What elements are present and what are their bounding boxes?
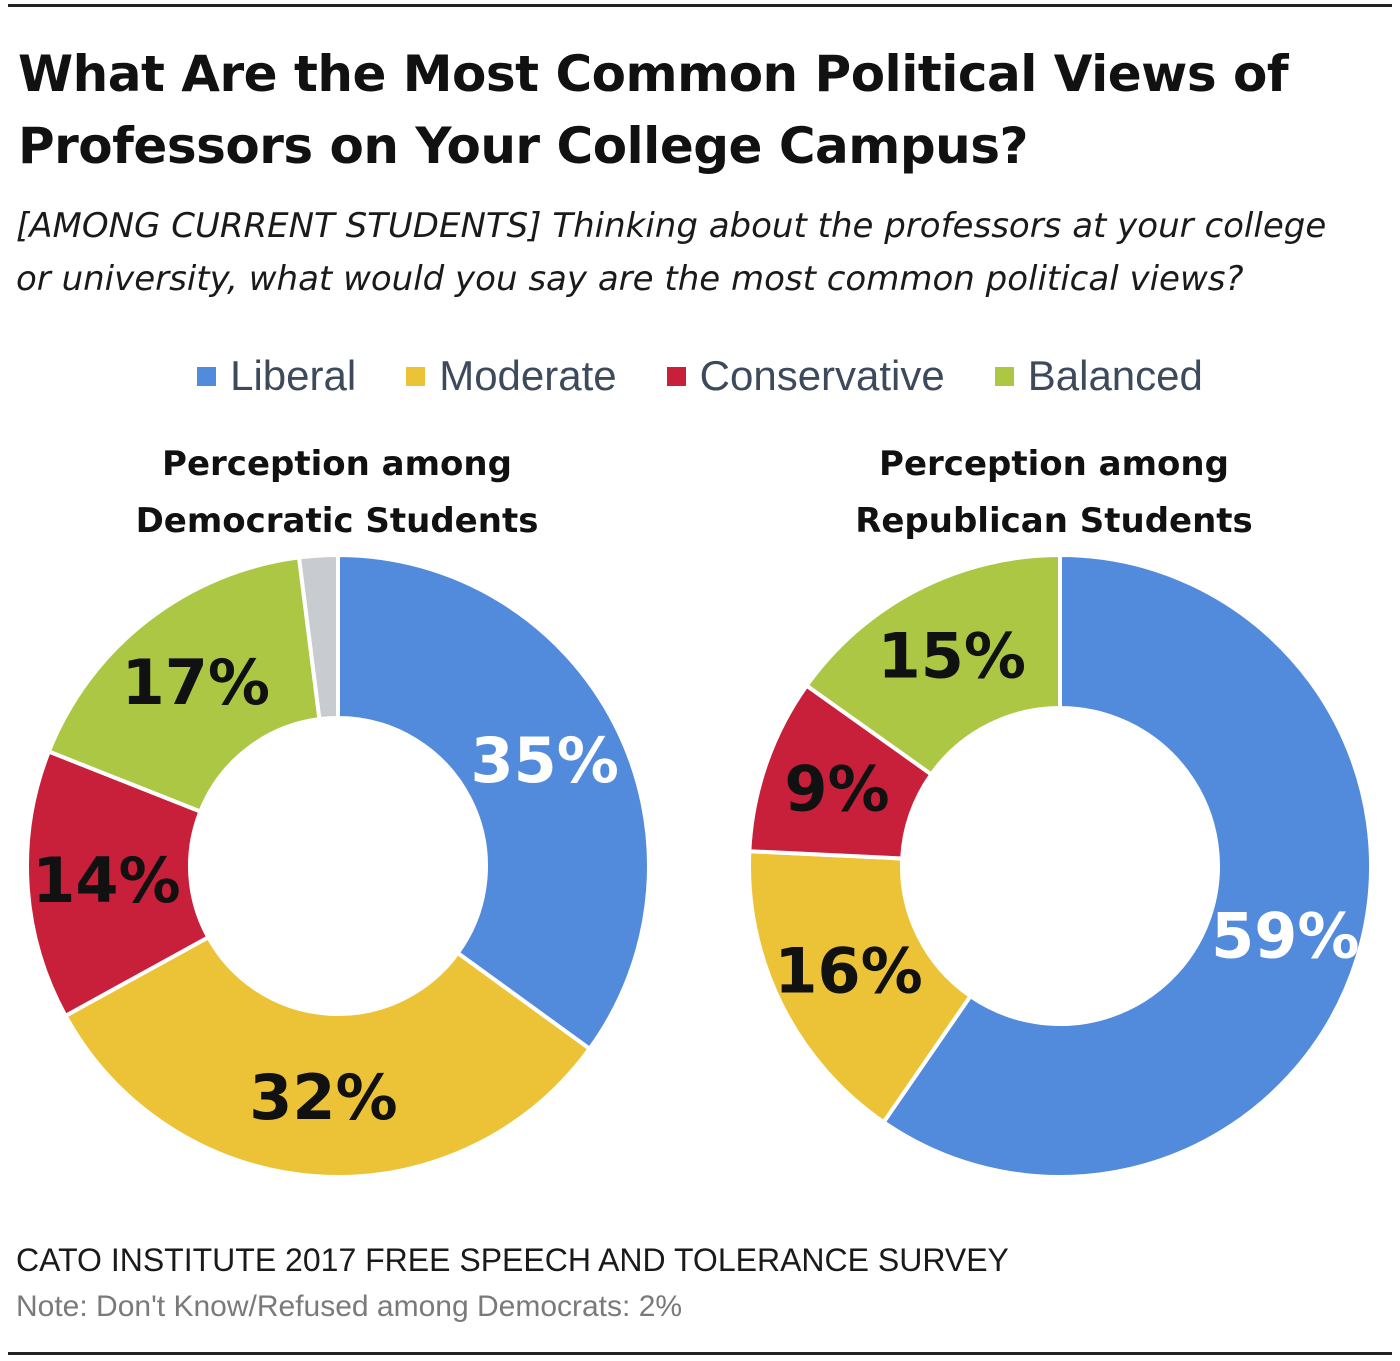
republican-donut: 59% 16% 9% 15% [747, 552, 1373, 1179]
question-line-2: or university, what would you say are th… [16, 259, 1244, 299]
question-text: [AMONG CURRENT STUDENTS] Thinking about … [16, 200, 1386, 306]
question-line-1: [AMONG CURRENT STUDENTS] Thinking about … [16, 206, 1327, 246]
republican-label-balanced: 15% [878, 620, 1026, 693]
legend-label-liberal: Liberal [230, 352, 357, 399]
democratic-label-liberal: 35% [471, 724, 619, 797]
republican-slice-balanced [803, 552, 1062, 778]
legend-swatch-liberal [197, 366, 217, 386]
democratic-chart-title: Perception among Democratic Students [57, 436, 617, 550]
republican-slice-liberal [880, 552, 1373, 1179]
republican-label-conservative: 9% [784, 752, 889, 825]
legend-swatch-balanced [994, 366, 1014, 386]
democratic-slice-conservative [25, 748, 212, 1019]
footnote: Note: Don't Know/Refused among Democrats… [16, 1290, 683, 1323]
democratic-label-balanced: 17% [122, 646, 270, 719]
legend-label-conservative: Conservative [699, 352, 945, 399]
legend: Liberal Moderate Conservative Balanced [0, 352, 1400, 400]
democratic-slice-don-t-know-refused [296, 552, 340, 722]
democratic-label-conservative: 14% [32, 844, 180, 917]
republican-label-moderate: 16% [774, 934, 922, 1007]
legend-label-balanced: Balanced [1027, 352, 1203, 399]
legend-item-conservative: Conservative [666, 352, 945, 400]
democratic-label-moderate: 32% [249, 1061, 397, 1134]
top-rule [8, 4, 1392, 7]
legend-label-moderate: Moderate [439, 352, 617, 399]
republican-title-line-1: Perception among [879, 444, 1229, 484]
democratic-title-line-1: Perception among [162, 444, 512, 484]
title-line-2: Professors on Your College Campus? [18, 117, 1029, 175]
democratic-donut: 35% 32% 14% 17% [25, 552, 651, 1179]
legend-swatch-conservative [666, 366, 686, 386]
page-title: What Are the Most Common Political Views… [18, 38, 1378, 182]
source-text: CATO INSTITUTE 2017 FREE SPEECH AND TOLE… [16, 1242, 1009, 1278]
bottom-rule [8, 1352, 1392, 1355]
republican-slice-moderate [747, 849, 974, 1125]
title-line-1: What Are the Most Common Political Views… [18, 45, 1289, 103]
legend-item-liberal: Liberal [197, 352, 356, 400]
legend-item-balanced: Balanced [994, 352, 1203, 400]
republican-label-liberal: 59% [1211, 900, 1359, 973]
legend-item-moderate: Moderate [406, 352, 617, 400]
republican-chart-title: Perception among Republican Students [774, 436, 1334, 550]
democratic-slice-moderate [62, 934, 593, 1179]
legend-swatch-moderate [406, 366, 426, 386]
democratic-slice-balanced [46, 555, 322, 815]
democratic-title-line-2: Democratic Students [135, 501, 539, 541]
republican-title-line-2: Republican Students [855, 501, 1253, 541]
democratic-slice-liberal [336, 552, 651, 1052]
